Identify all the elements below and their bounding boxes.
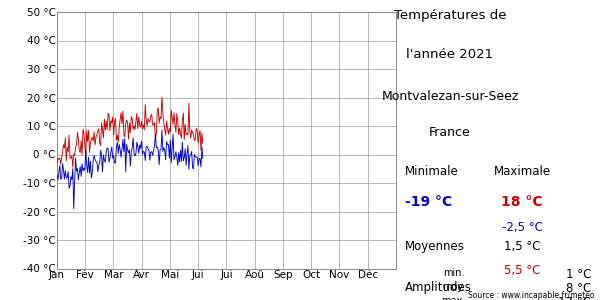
Text: l'année 2021: l'année 2021 [406,48,494,61]
Text: -19 °C: -19 °C [405,195,452,209]
Text: 1 °C: 1 °C [566,268,591,281]
Text: 18 °C: 18 °C [501,195,543,209]
Text: 1,5 °C: 1,5 °C [504,240,540,253]
Text: -2,5 °C: -2,5 °C [502,220,542,233]
Text: 5,5 °C: 5,5 °C [504,264,540,277]
Text: Amplitudes: Amplitudes [405,281,472,294]
Text: Températures de: Températures de [394,9,506,22]
Text: 8 °C: 8 °C [566,282,591,295]
Text: Maximale: Maximale [493,165,551,178]
Text: moy.: moy. [442,282,465,292]
Text: 17 °C: 17 °C [558,296,591,300]
Text: Source : www.incapable.fr/meteo: Source : www.incapable.fr/meteo [467,291,594,300]
Text: Montvalezan-sur-Seez: Montvalezan-sur-Seez [382,90,518,103]
Text: max.: max. [441,296,465,300]
Text: min.: min. [443,268,465,278]
Text: Moyennes: Moyennes [405,240,465,253]
Text: Minimale: Minimale [405,165,459,178]
Text: France: France [429,126,471,139]
